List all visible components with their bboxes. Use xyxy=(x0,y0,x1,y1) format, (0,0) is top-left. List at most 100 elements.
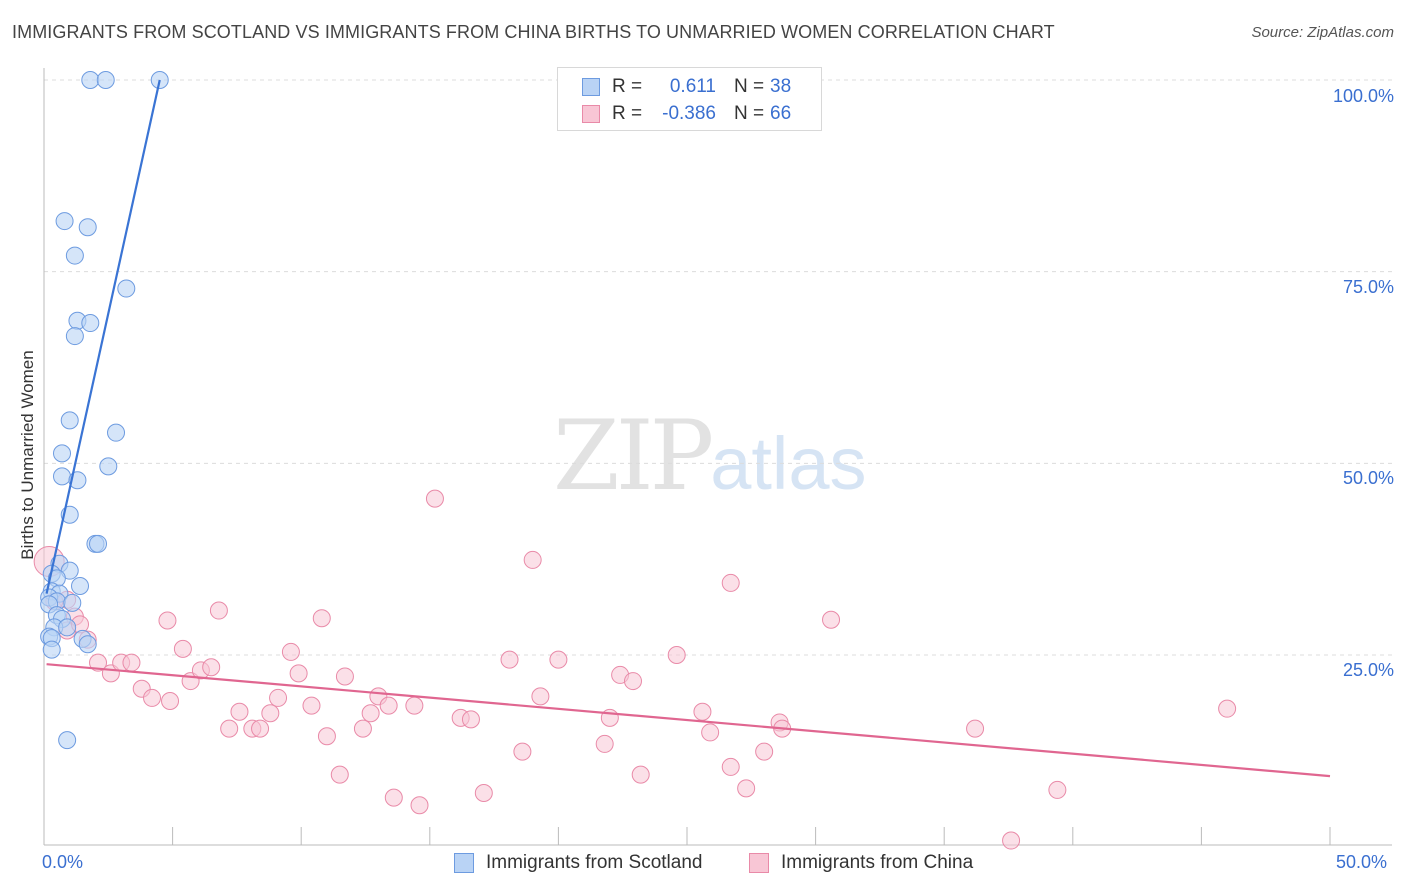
scotland-point xyxy=(42,640,61,659)
china-point xyxy=(701,723,720,742)
china-point xyxy=(410,796,429,815)
china-point xyxy=(1218,699,1237,718)
legend-n-label: N = xyxy=(734,103,765,124)
bottom-legend-swatch-china xyxy=(749,853,769,873)
china-point xyxy=(281,642,300,661)
china-point xyxy=(667,646,686,664)
china-point xyxy=(261,704,280,723)
china-point xyxy=(330,765,349,784)
china-point xyxy=(173,639,192,658)
china-point xyxy=(312,609,331,628)
source-label: Source: ZipAtlas.com xyxy=(1251,24,1394,41)
scotland-point xyxy=(96,71,115,89)
china-point xyxy=(269,688,288,707)
correlation-legend: R = 0.611 N = 38 R = -0.386 N = 66 xyxy=(557,67,822,131)
china-point xyxy=(122,653,141,672)
scotland-point xyxy=(65,246,84,265)
china-point xyxy=(822,610,841,629)
scotland-point xyxy=(99,457,118,476)
china-point xyxy=(158,611,177,630)
bottom-legend-label-china: Immigrants from China xyxy=(781,852,974,873)
legend-swatch-china xyxy=(582,105,600,123)
scotland-point xyxy=(89,534,108,553)
scotland-point xyxy=(53,444,72,463)
china-point xyxy=(737,779,756,798)
china-point xyxy=(161,692,180,710)
scotland-point xyxy=(58,618,77,637)
y-tick-label-50: 50.0% xyxy=(1342,468,1394,488)
legend-n-value: 66 xyxy=(770,103,792,124)
scotland-point xyxy=(58,731,77,750)
china-trend-line xyxy=(46,663,1331,778)
legend-n-value: 38 xyxy=(770,76,792,97)
china-point xyxy=(335,667,354,686)
scotland-points xyxy=(40,71,169,750)
scotland-point xyxy=(55,212,74,231)
china-point xyxy=(966,719,985,738)
scotland-point xyxy=(78,635,97,654)
legend-r-value: 0.611 xyxy=(669,76,716,97)
china-point xyxy=(353,719,372,738)
china-point xyxy=(379,696,398,715)
china-point xyxy=(1002,831,1021,850)
china-point xyxy=(721,757,740,776)
china-point xyxy=(693,702,712,721)
china-point xyxy=(531,687,550,706)
china-point xyxy=(302,696,321,715)
scotland-point xyxy=(81,71,100,89)
scotland-trend-line xyxy=(45,79,161,594)
china-point xyxy=(230,702,249,721)
y-tick-label-100: 100.0% xyxy=(1332,86,1394,106)
china-point xyxy=(500,650,519,669)
gridlines xyxy=(44,79,1392,656)
scotland-point xyxy=(81,314,100,333)
legend-r-label: R = xyxy=(612,76,643,97)
china-point xyxy=(143,688,162,707)
legend-swatch-scotland xyxy=(582,78,600,96)
china-points xyxy=(33,489,1237,850)
china-point xyxy=(513,742,532,761)
x-tick-label-max: 50.0% xyxy=(1336,852,1388,872)
watermark: ZIPatlas xyxy=(553,400,867,512)
china-point xyxy=(251,719,270,738)
watermark-zip: ZIP xyxy=(553,400,714,512)
scotland-point xyxy=(63,593,82,612)
y-tick-label-75: 75.0% xyxy=(1342,277,1394,297)
china-point xyxy=(474,784,493,802)
scotland-point xyxy=(107,423,126,442)
bottom-legend-swatch-scotland xyxy=(454,853,474,873)
china-point xyxy=(549,650,568,669)
scotland-point xyxy=(65,327,84,346)
china-point xyxy=(631,765,650,784)
china-point xyxy=(361,704,380,723)
legend-n-label: N = xyxy=(734,76,765,97)
china-point xyxy=(461,710,480,729)
trend-lines xyxy=(45,79,1331,778)
axes xyxy=(43,68,1392,846)
china-point xyxy=(721,573,740,592)
scotland-point xyxy=(53,467,72,486)
legend-r-value: -0.386 xyxy=(662,103,716,124)
scotland-point xyxy=(60,411,79,430)
scotland-point xyxy=(117,279,136,298)
china-point xyxy=(755,742,774,761)
china-point xyxy=(209,601,228,620)
y-tick-label-25: 25.0% xyxy=(1342,660,1394,680)
china-point xyxy=(1048,780,1067,799)
china-point xyxy=(289,664,308,683)
china-point xyxy=(317,727,336,746)
china-point xyxy=(202,658,221,677)
legend-r-label: R = xyxy=(612,103,643,124)
scotland-point xyxy=(78,218,97,237)
china-point xyxy=(405,696,424,715)
x-tick-label-min: 0.0% xyxy=(42,852,84,872)
china-point xyxy=(384,788,403,807)
china-point xyxy=(425,489,444,508)
chart-title: IMMIGRANTS FROM SCOTLAND VS IMMIGRANTS F… xyxy=(12,22,1055,42)
china-point xyxy=(523,550,542,569)
scotland-point xyxy=(71,577,90,595)
china-point xyxy=(623,672,642,691)
china-point xyxy=(595,734,614,753)
china-point xyxy=(89,653,108,672)
